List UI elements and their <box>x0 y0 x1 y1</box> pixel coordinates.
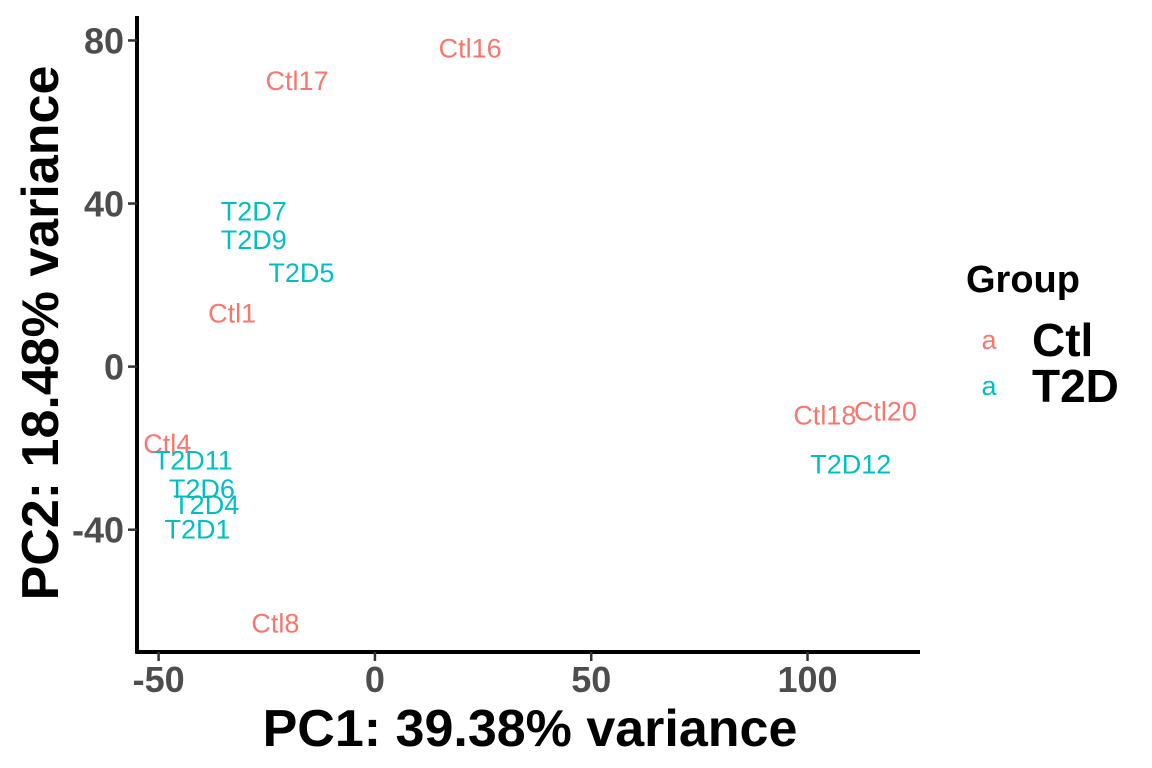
point-label-t2d11: T2D11 <box>154 445 233 475</box>
point-label-ctl18: Ctl18 <box>793 401 856 431</box>
legend-label-t2d: T2D <box>1032 360 1119 412</box>
y-tick-label: 40 <box>84 184 124 225</box>
x-axis-title: PC1: 39.38% variance <box>263 700 798 758</box>
point-label-ctl1: Ctl1 <box>208 299 256 329</box>
point-label-t2d1: T2D1 <box>165 515 231 545</box>
x-tick-label: 100 <box>777 659 837 700</box>
y-tick-label: -40 <box>72 510 124 551</box>
legend-key-ctl: a <box>981 325 997 355</box>
x-tick-label: 50 <box>571 659 611 700</box>
point-label-t2d4: T2D4 <box>173 490 239 520</box>
point-label-t2d9: T2D9 <box>221 225 287 255</box>
point-label-ctl20: Ctl20 <box>854 396 917 426</box>
legend-label-ctl: Ctl <box>1032 314 1093 366</box>
legend: Group a Ctl a T2D <box>966 259 1119 412</box>
point-label-t2d12: T2D12 <box>810 449 891 479</box>
y-axis-title: PC2: 18.48% variance <box>12 66 70 601</box>
y-tick-label: 0 <box>104 347 124 388</box>
point-label-ctl16: Ctl16 <box>439 34 502 64</box>
point-label-ctl4: Ctl4 <box>143 429 191 459</box>
point-label-t2d5: T2D5 <box>268 258 334 288</box>
point-label-ctl17: Ctl17 <box>266 66 329 96</box>
point-label-t2d6: T2D6 <box>169 474 235 504</box>
x-axis: -50 0 50 100 <box>133 650 920 700</box>
legend-key-t2d: a <box>981 371 997 401</box>
y-tick-label: 80 <box>84 20 124 61</box>
point-label-t2d7: T2D7 <box>221 197 287 227</box>
point-label-ctl8: Ctl8 <box>251 608 299 638</box>
x-tick-label: 0 <box>365 659 385 700</box>
legend-title: Group <box>966 259 1080 301</box>
x-tick-label: -50 <box>133 659 185 700</box>
y-axis: 80 40 0 -40 <box>72 16 139 654</box>
